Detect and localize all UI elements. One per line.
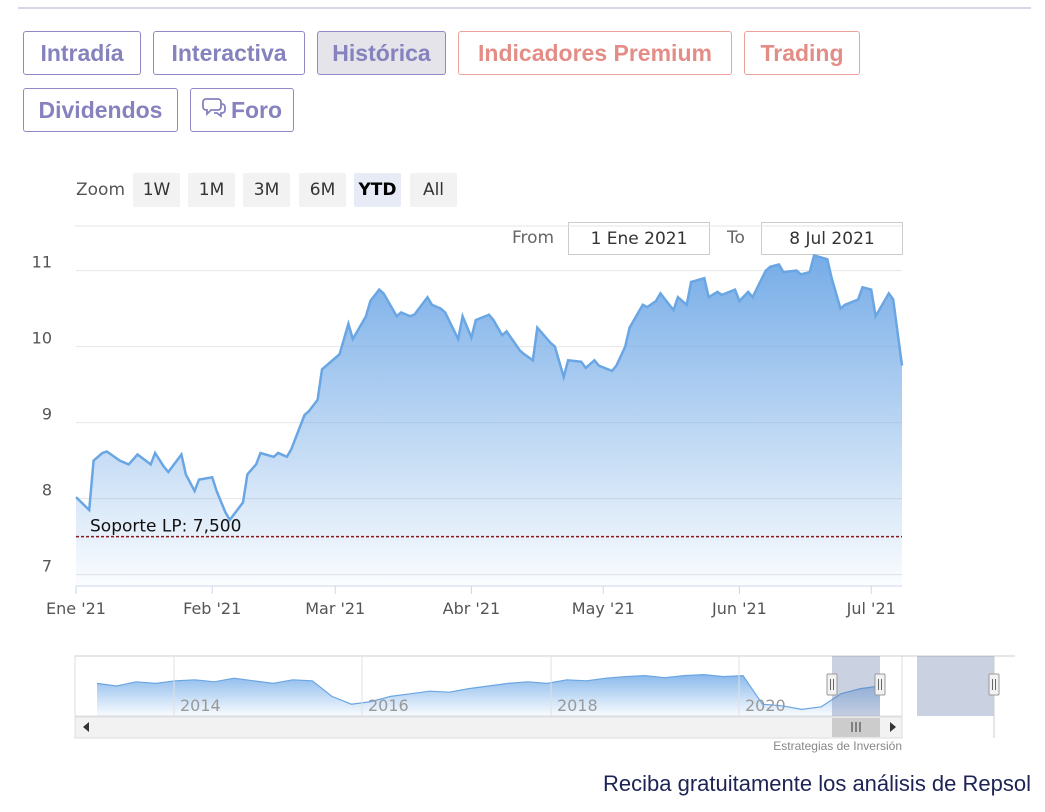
navigator-handle[interactable]	[874, 673, 886, 696]
zoom-ytd-button[interactable]: YTD	[354, 173, 401, 207]
price-area-fill	[76, 255, 902, 586]
zoom-label: Zoom	[76, 180, 126, 200]
y-tick-label: 7	[42, 557, 52, 576]
zoom-1m-button[interactable]: 1M	[188, 173, 235, 207]
x-tick-label: Jun '21	[711, 599, 767, 618]
navigator-area	[97, 674, 880, 716]
x-tick-label: Abr '21	[443, 599, 501, 618]
tab-foro[interactable]: Foro	[190, 88, 294, 132]
price-line	[75, 253, 904, 523]
x-tick-label: May '21	[572, 599, 635, 618]
navigator-overflow-selection[interactable]	[917, 656, 994, 716]
navigator-year-label: 2018	[557, 696, 598, 715]
y-tick-label: 8	[42, 481, 52, 500]
y-tick-label: 9	[42, 405, 52, 424]
range-from-label: From	[512, 228, 555, 248]
range-from-input[interactable]: 1 Ene 2021	[568, 222, 710, 255]
navigator-handle[interactable]	[826, 673, 838, 696]
range-to-input[interactable]: 8 Jul 2021	[761, 222, 903, 255]
tab-intradia[interactable]: Intradía	[23, 31, 141, 75]
tab-indicadores-premium[interactable]: Indicadores Premium	[458, 31, 732, 75]
navigator-line	[96, 673, 881, 711]
y-tick-label: 11	[32, 253, 52, 272]
scroll-left-arrow-icon[interactable]	[83, 722, 89, 732]
x-tick-label: Ene '21	[46, 599, 106, 618]
range-to-label: To	[727, 228, 745, 248]
scrollbar-track[interactable]	[74, 716, 903, 739]
tab-dividendos[interactable]: Dividendos	[23, 88, 178, 132]
x-tick-label: Mar '21	[305, 599, 365, 618]
cta-text[interactable]: Reciba gratuitamente los análisis de Rep…	[602, 771, 1031, 796]
top-divider	[18, 7, 1031, 9]
tab-interactiva[interactable]: Interactiva	[153, 31, 305, 75]
tab-historica[interactable]: Histórica	[317, 31, 446, 75]
x-tick-label: Jul '21	[846, 599, 896, 618]
support-line-label: Soporte LP: 7,500	[90, 517, 241, 537]
navigator-year-label: 2016	[368, 696, 409, 715]
zoom-6m-button[interactable]: 6M	[299, 173, 346, 207]
chat-bubble-icon	[202, 96, 226, 124]
chart-credits[interactable]: Estrategias de Inversión	[773, 739, 902, 753]
zoom-all-button[interactable]: All	[410, 173, 457, 207]
zoom-3m-button[interactable]: 3M	[243, 173, 290, 207]
navigator-year-label: 2020	[745, 696, 786, 715]
y-tick-label: 10	[32, 329, 52, 348]
navigator-handle[interactable]	[988, 673, 1000, 696]
tab-trading[interactable]: Trading	[744, 31, 860, 75]
navigator-year-label: 2014	[180, 696, 221, 715]
scroll-right-arrow-icon[interactable]	[890, 722, 896, 732]
navigator-selection[interactable]	[832, 656, 880, 716]
x-tick-label: Feb '21	[183, 599, 241, 618]
zoom-1w-button[interactable]: 1W	[133, 173, 180, 207]
